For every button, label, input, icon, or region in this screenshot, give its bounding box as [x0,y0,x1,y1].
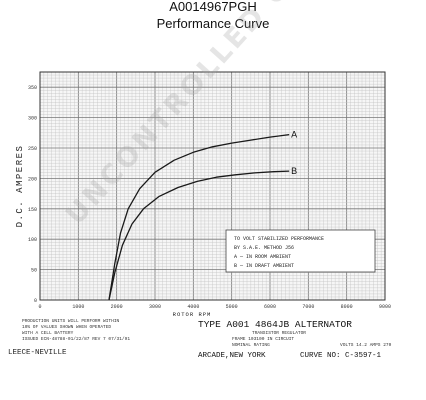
x-axis-label: ROTOR RPM [173,311,212,318]
footer-notes: PRODUCTION UNITS WILL PERFORM WITHIN 10%… [22,318,130,342]
legend-box: TO VOLT STABILIZED PERFORMANCE BY S.A.E.… [225,229,376,273]
tick-labels: 0 50 100 150 200 250 300 350 0 1000 2000 3000 4000 50… [28,85,391,310]
x-tick-label: 0 [38,304,41,310]
series-label-b: B [291,166,297,176]
note-line: ISSUED ECN-48788-01/22/87 REV 7 07/31/91 [22,336,130,342]
legend-line: TO VOLT STABILIZED PERFORMANCE [234,236,324,242]
legend-line: A — IN ROOM AMBIENT [234,254,291,260]
series-line-b [108,170,290,301]
legend-line: B — IN DRAFT AMBIENT [234,263,294,269]
x-tick-label: 2000 [111,304,123,310]
nominal-note: NOMINAL RATING [232,342,270,348]
alternator-type: TYPE A001 4864JB ALTERNATOR [198,319,352,330]
page-subtitle: Performance Curve [156,16,270,31]
y-tick-label: 0 [34,298,37,304]
location: ARCADE,NEW YORK [198,352,266,360]
y-axis-label: D.C. AMPERES [15,145,25,228]
series-lines: AB [108,130,297,301]
x-tick-label: 8000 [341,304,353,310]
y-tick-label: 250 [28,146,37,152]
legend-line: BY S.A.E. METHOD J56 [234,245,294,251]
plot-frame [39,71,386,301]
note-line: WITH A CELL BATTERY [22,330,74,336]
regulator-note: TRANSISTOR REGULATOR [252,330,306,336]
y-tick-label: 300 [28,116,37,122]
y-tick-label: 200 [28,176,37,182]
x-tick-label: 7000 [302,304,314,310]
x-tick-label: 1000 [72,304,84,310]
x-tick-label: 4000 [187,304,199,310]
x-tick-label: 6000 [264,304,276,310]
rating-note: FRAME 103100 IN CIRCUIT [232,336,294,342]
y-tick-label: 350 [28,85,37,91]
y-tick-label: 50 [31,268,37,274]
note-line: PRODUCTION UNITS WILL PERFORM WITHIN [22,318,120,324]
x-tick-label: 9000 [379,304,391,310]
curve-number: CURVE NO: C-3597-1 [300,352,382,360]
volts-amps: VOLTS 14.2 AMPS 270 [340,342,392,348]
series-line-a [108,133,290,301]
x-tick-label: 3000 [149,304,161,310]
page-title: A0014967PGH [169,0,257,14]
note-line: 10% OF VALUES SHOWN WHEN OPERATED [22,324,111,330]
y-tick-label: 150 [28,207,37,213]
brand-name: LEECE-NEVILLE [8,349,67,357]
series-label-a: A [291,130,297,140]
x-tick-label: 5000 [226,304,238,310]
y-tick-label: 100 [28,237,37,243]
